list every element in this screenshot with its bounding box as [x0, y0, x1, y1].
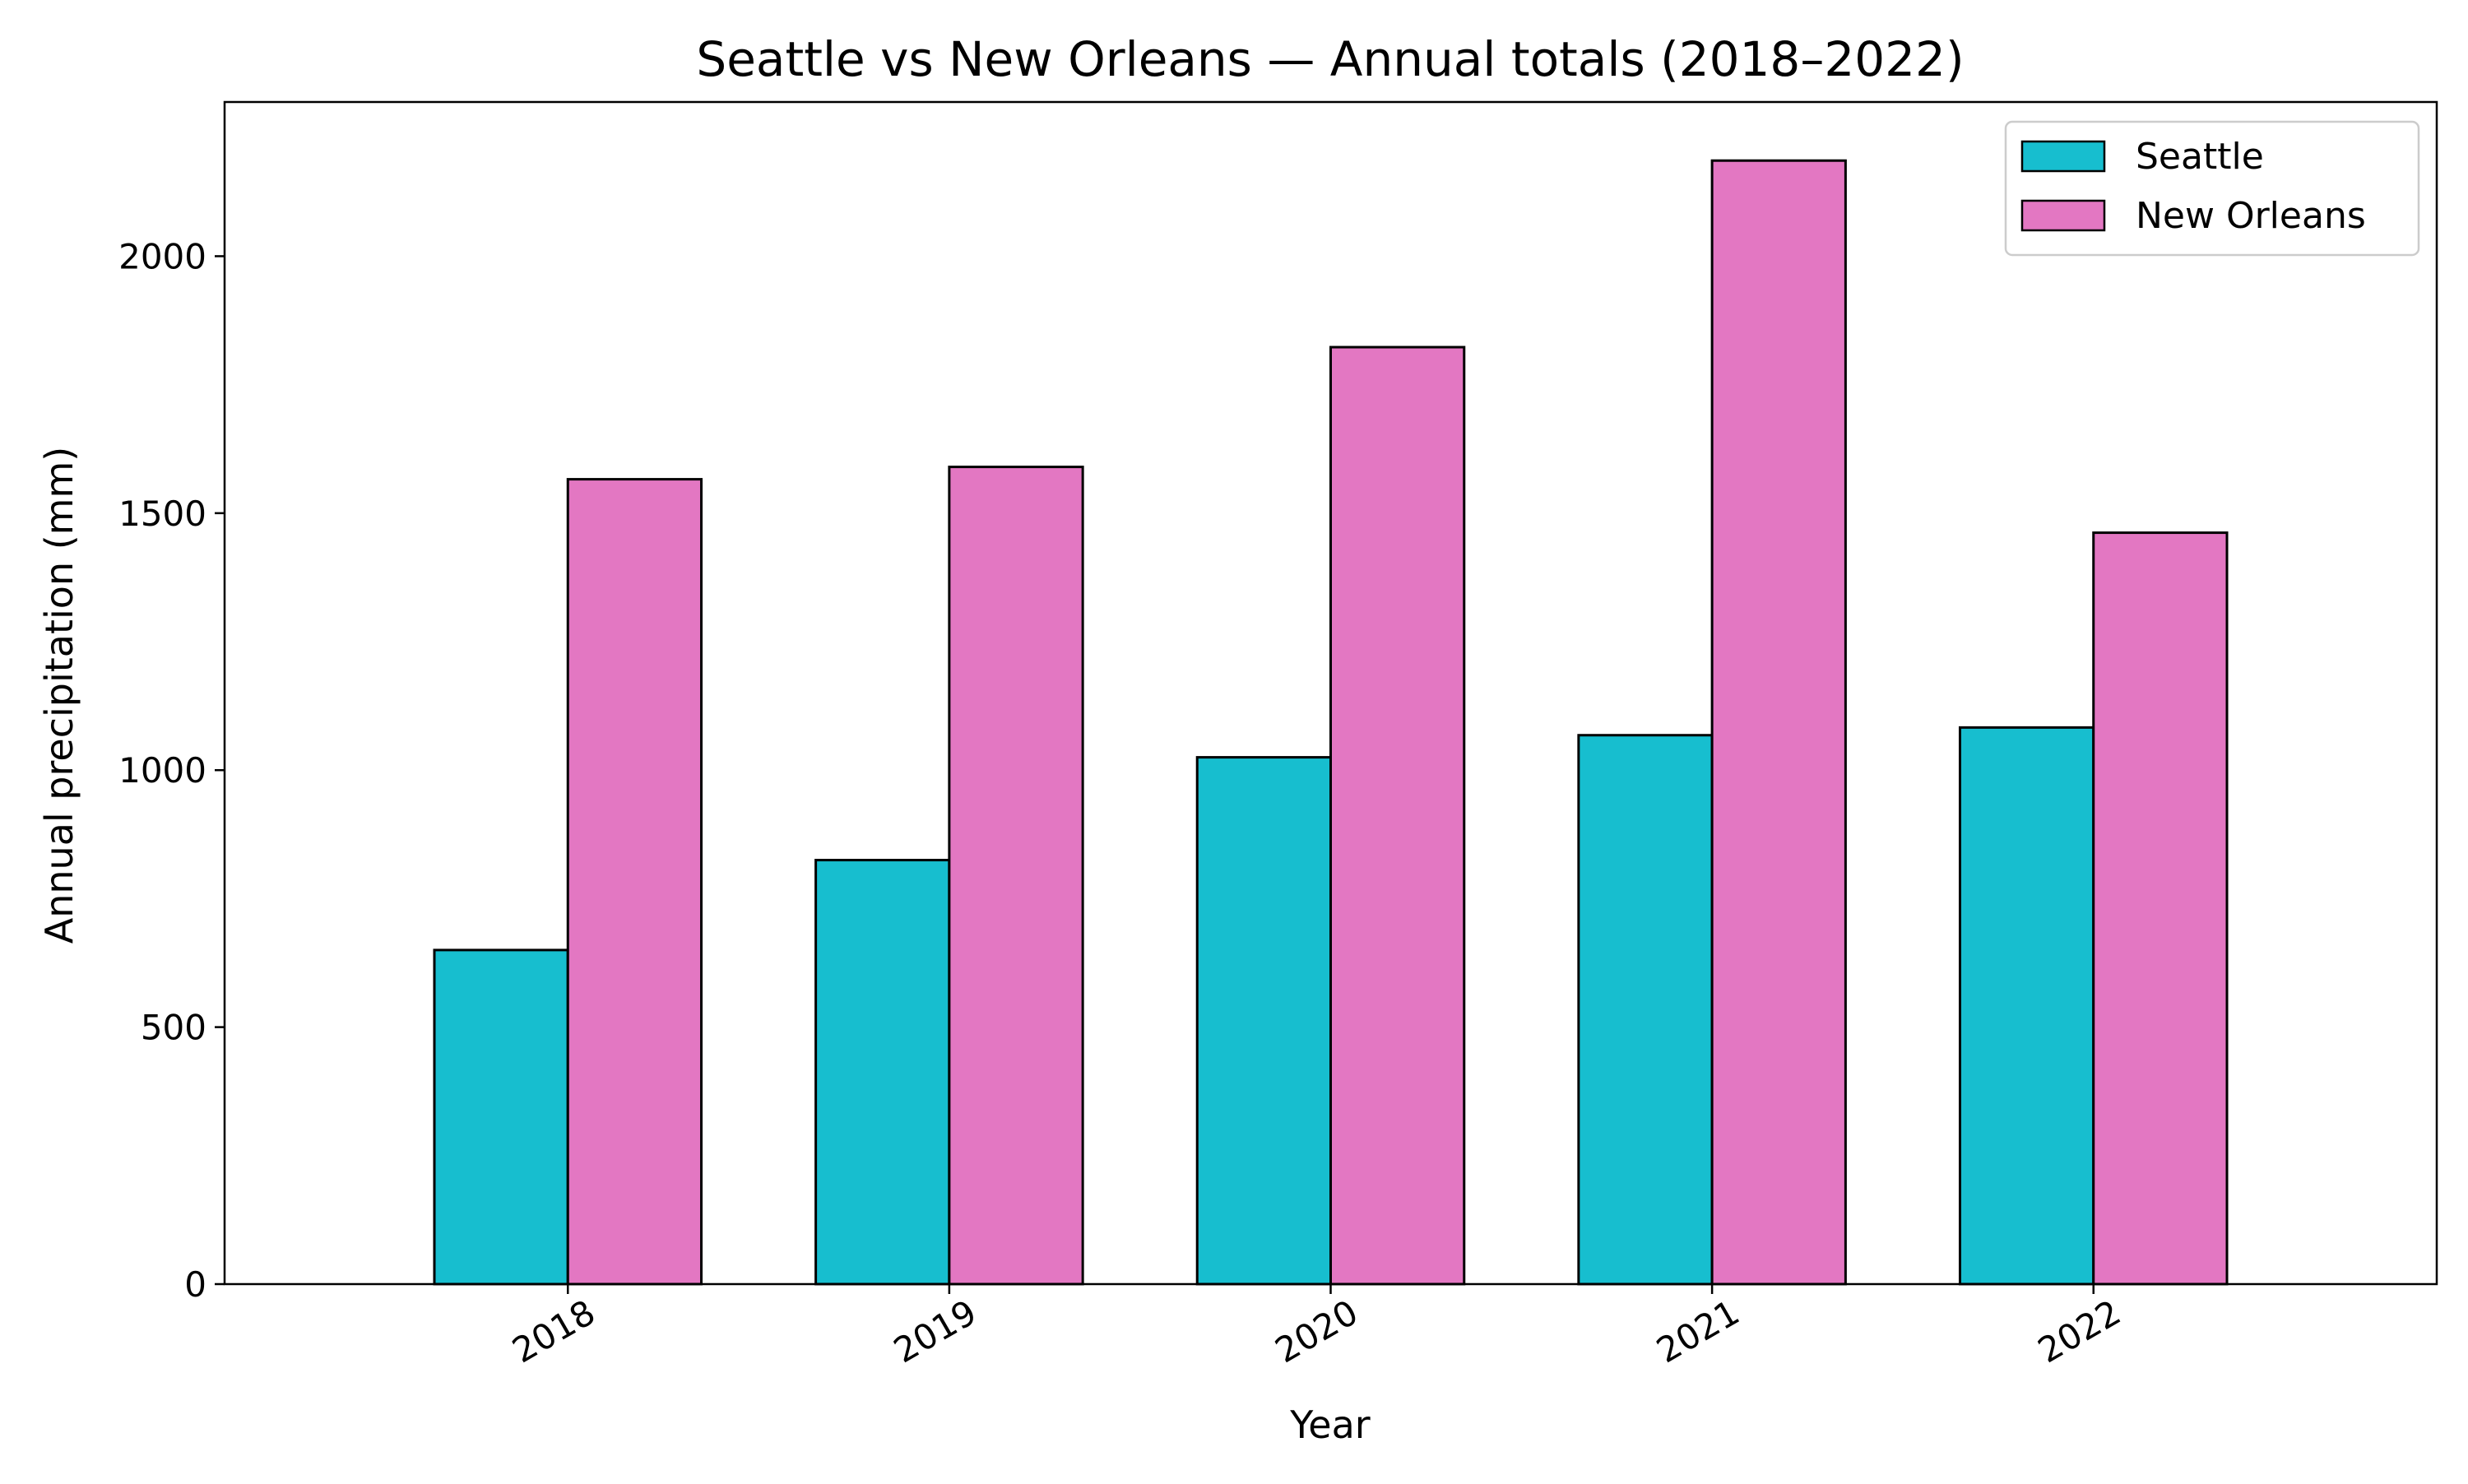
- legend-label-new-orleans: New Orleans: [2136, 195, 2366, 237]
- x-axis-label: Year: [1289, 1403, 1370, 1447]
- x-tick-label: 2020: [1269, 1292, 1365, 1371]
- bar-seattle-2020: [1195, 756, 1333, 1286]
- bar-new-orleans-2019: [948, 466, 1084, 1286]
- bars-layer: [433, 159, 2229, 1286]
- legend-box: [2004, 120, 2420, 257]
- bar-new-orleans-2018: [566, 478, 703, 1286]
- bar-seattle-2021: [1577, 734, 1714, 1286]
- y-tick-label: 2000: [118, 236, 206, 276]
- legend-label-seattle: Seattle: [2136, 136, 2264, 178]
- x-tick-label: 2022: [2031, 1292, 2127, 1371]
- y-axis-label: Annual precipitation (mm): [37, 447, 81, 944]
- x-tick-label: 2019: [887, 1292, 983, 1371]
- bar-new-orleans-2020: [1329, 345, 1466, 1286]
- bar-seattle-2019: [814, 859, 951, 1286]
- bar-new-orleans-2022: [2092, 531, 2229, 1286]
- y-tick-label: 1500: [118, 494, 206, 534]
- legend: Seattle New Orleans: [2004, 120, 2420, 257]
- chart-title: Seattle vs New Orleans — Annual totals (…: [696, 31, 1964, 87]
- bar-seattle-2022: [1958, 726, 2095, 1286]
- bar-new-orleans-2021: [1710, 159, 1847, 1286]
- legend-swatch-new-orleans: [2020, 199, 2106, 232]
- y-tick-label: 1000: [118, 750, 206, 791]
- y-tick-label: 500: [141, 1008, 206, 1048]
- x-tick-label: 2021: [1649, 1292, 1746, 1371]
- y-tick-label: 0: [184, 1264, 206, 1305]
- legend-swatch-seattle: [2020, 140, 2106, 173]
- bar-seattle-2018: [433, 948, 569, 1286]
- x-tick-label: 2018: [505, 1292, 601, 1371]
